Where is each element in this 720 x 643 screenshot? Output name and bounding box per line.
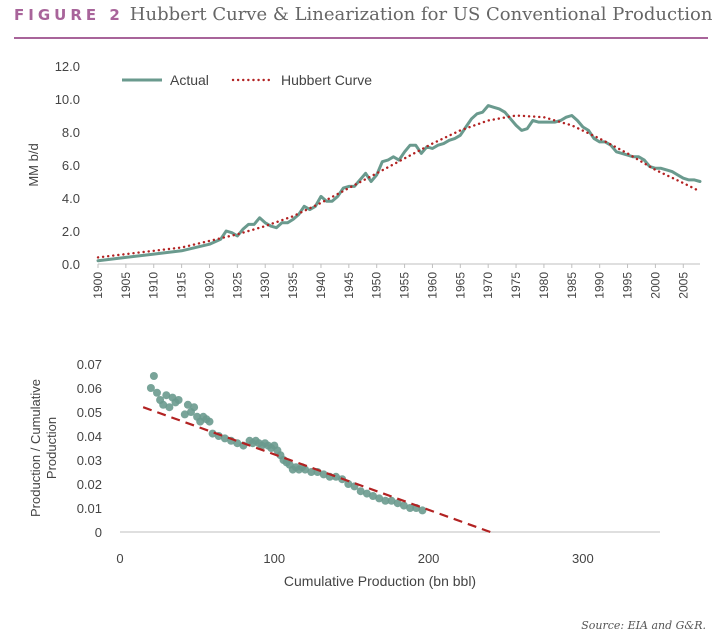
scatter-point bbox=[153, 388, 161, 397]
x-tick-label: 100 bbox=[263, 551, 285, 566]
x-tick-label: 1965 bbox=[453, 272, 467, 299]
x-tick-label: 1925 bbox=[230, 272, 244, 299]
x-tick-label: 1930 bbox=[258, 272, 272, 299]
x-tick-label: 1950 bbox=[370, 272, 384, 299]
scatter-point bbox=[205, 417, 214, 426]
y-axis-title: Production / CumulativeProduction bbox=[28, 379, 59, 517]
y-tick-label: 8.0 bbox=[62, 125, 80, 140]
x-tick-label: 1975 bbox=[509, 272, 523, 299]
y-tick-label: 6.0 bbox=[62, 158, 80, 173]
scatter-point bbox=[399, 501, 408, 510]
y-tick-label: 10.0 bbox=[55, 92, 80, 107]
scatter-point bbox=[183, 400, 192, 409]
x-axis-title: Cumulative Production (bn bbl) bbox=[284, 573, 476, 589]
source-note: Source: EIA and G&R. bbox=[581, 619, 706, 632]
scatter-point bbox=[174, 396, 183, 404]
y-tick-label: 0.04 bbox=[77, 429, 102, 444]
x-tick-label: 300 bbox=[572, 551, 594, 566]
x-tick-label: 1940 bbox=[314, 272, 328, 299]
scatter-point bbox=[146, 384, 155, 392]
y-tick-label: 0 bbox=[95, 525, 102, 540]
x-tick-label: 0 bbox=[116, 551, 123, 566]
figure-label: FIGURE 2 bbox=[14, 6, 124, 24]
y-tick-label: 4.0 bbox=[62, 191, 80, 206]
x-tick-label: 1910 bbox=[147, 272, 161, 299]
scatter-point bbox=[208, 429, 217, 438]
x-tick-label: 1985 bbox=[565, 272, 579, 299]
figure-title: Hubbert Curve & Linearization for US Con… bbox=[129, 4, 713, 25]
x-tick-label: 2005 bbox=[676, 272, 690, 299]
legend-label-hubbert-curve: Hubbert Curve bbox=[281, 72, 372, 88]
x-tick-label: 1990 bbox=[593, 272, 607, 299]
x-tick-label: 1945 bbox=[342, 272, 356, 299]
scatter-point bbox=[190, 403, 199, 412]
scatter-point bbox=[220, 434, 229, 443]
scatter-point bbox=[418, 506, 427, 515]
scatter-point bbox=[381, 496, 390, 505]
y-tick-label: 0.02 bbox=[77, 477, 102, 492]
y-tick-label: 0.05 bbox=[77, 405, 102, 420]
scatter-point bbox=[356, 487, 365, 496]
scatter-point bbox=[149, 372, 158, 380]
scatter-point bbox=[180, 410, 189, 419]
trend-line bbox=[142, 406, 491, 534]
x-tick-label: 200 bbox=[418, 551, 440, 566]
scatter-point bbox=[307, 468, 316, 476]
x-tick-label: 1960 bbox=[425, 272, 439, 299]
y-tick-label: 2.0 bbox=[62, 224, 80, 239]
scatter-point bbox=[165, 403, 174, 412]
scatter-point bbox=[369, 492, 377, 500]
x-tick-label: 1970 bbox=[481, 272, 495, 299]
y-tick-label: 0.06 bbox=[77, 381, 102, 396]
scatter-point bbox=[162, 391, 171, 400]
scatter-point bbox=[362, 489, 371, 498]
y-tick-label: 0.03 bbox=[77, 453, 102, 468]
scatter-point bbox=[375, 494, 384, 503]
x-tick-label: 1915 bbox=[175, 272, 189, 299]
scatter-point bbox=[344, 480, 353, 488]
x-tick-label: 1920 bbox=[202, 272, 216, 299]
y-tick-label: 0.01 bbox=[77, 501, 102, 516]
x-tick-label: 1955 bbox=[398, 272, 412, 299]
x-tick-label: 1995 bbox=[621, 272, 635, 299]
legend-label-actual: Actual bbox=[170, 72, 209, 88]
x-tick-label: 1935 bbox=[286, 272, 300, 299]
y-tick-label: 12.0 bbox=[55, 59, 80, 74]
scatter-point bbox=[406, 504, 415, 512]
y-tick-label: 0.07 bbox=[77, 357, 102, 372]
scatter-point bbox=[301, 465, 310, 474]
scatter-point bbox=[387, 496, 396, 505]
series-line-hubbert-curve bbox=[96, 114, 702, 259]
scatter-point bbox=[159, 400, 168, 409]
y-axis-title: MM b/d bbox=[26, 143, 41, 186]
x-tick-label: 1980 bbox=[537, 272, 551, 299]
series-line-actual bbox=[96, 104, 702, 263]
title-rule bbox=[14, 37, 708, 39]
scatter-point bbox=[319, 470, 328, 479]
figure-header: FIGURE 2 Hubbert Curve & Linearization fo… bbox=[14, 4, 712, 25]
x-tick-label: 1900 bbox=[91, 272, 105, 299]
x-tick-label: 1905 bbox=[119, 272, 133, 299]
y-tick-label: 0.0 bbox=[62, 257, 80, 272]
hubbert-linearization-chart: 0 0.01 0.02 0.03 0.04 0.05 0.06 0.07 0 100 200 300 C… bbox=[28, 357, 660, 589]
hubbert-curve-chart: 0.0 2.0 4.0 6.0 8.0 10.0 12.0 1900 1905 1910 1915 1… bbox=[26, 59, 702, 299]
x-tick-label: 2000 bbox=[648, 272, 662, 299]
scatter-point bbox=[393, 499, 402, 508]
